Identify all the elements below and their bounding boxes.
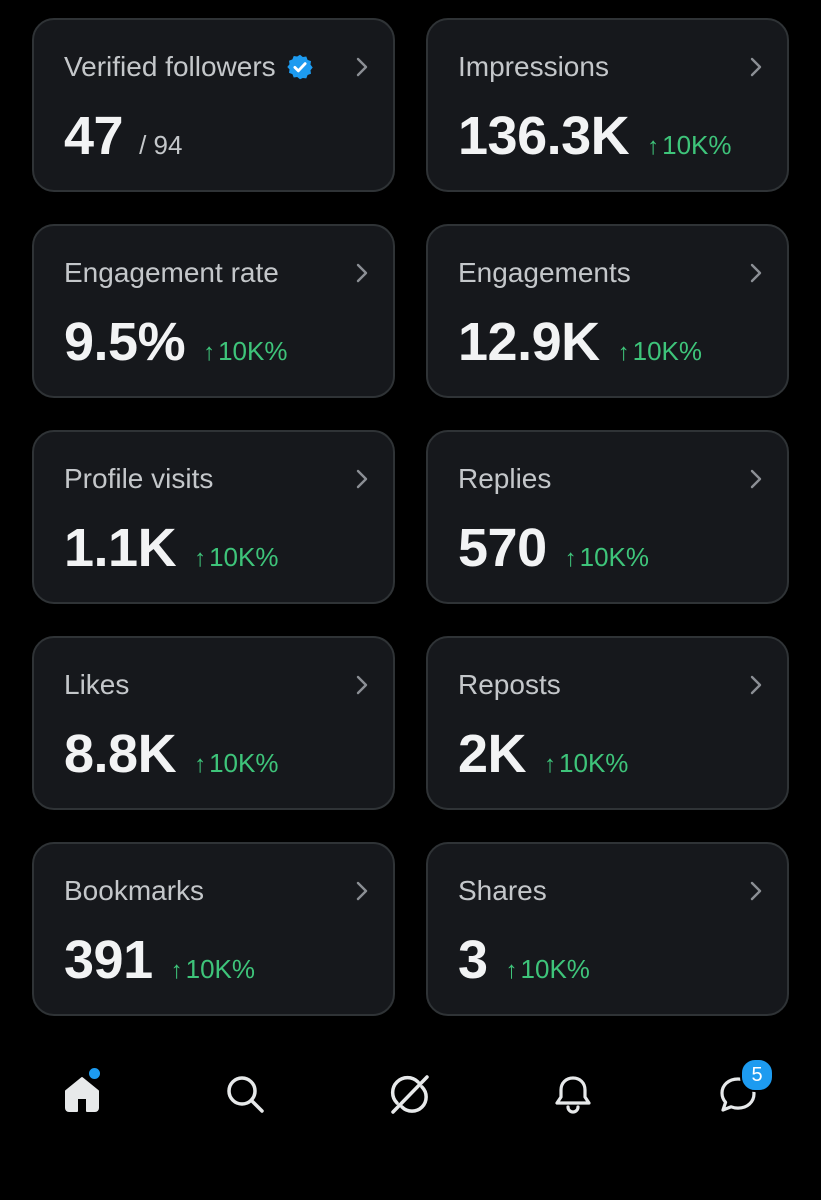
metric-value: 47 xyxy=(64,106,124,166)
metric-change: ↑ 10K% xyxy=(171,954,255,985)
chevron-right-icon xyxy=(356,263,368,283)
metric-card-likes[interactable]: Likes 8.8K ↑ 10K% xyxy=(32,636,395,810)
metric-value-row: 1.1K ↑ 10K% xyxy=(64,518,278,578)
metric-title: Verified followers xyxy=(64,50,314,84)
search-icon xyxy=(227,1076,264,1113)
chevron-right-icon xyxy=(356,57,368,77)
metric-change-value: 10K% xyxy=(662,130,732,160)
metric-change-value: 10K% xyxy=(209,748,279,778)
bell-icon xyxy=(555,1076,591,1114)
metric-card-bookmarks[interactable]: Bookmarks 391 ↑ 10K% xyxy=(32,842,395,1016)
metric-value: 12.9K xyxy=(458,312,600,372)
metric-title-text: Verified followers xyxy=(64,51,276,82)
metric-change: ↑ 10K% xyxy=(565,542,649,573)
metric-value: 391 xyxy=(64,930,153,990)
metric-title: Profile visits xyxy=(64,463,214,494)
chevron-right-icon xyxy=(750,675,762,695)
metric-change: ↑ 10K% xyxy=(647,130,731,161)
metric-change-value: 10K% xyxy=(579,542,649,572)
metric-change-value: 10K% xyxy=(559,748,629,778)
nav-notifications-tab[interactable] xyxy=(543,1064,603,1124)
chevron-right-icon xyxy=(750,881,762,901)
grok-icon xyxy=(390,1075,429,1114)
metric-card-engagement-rate[interactable]: Engagement rate 9.5% ↑ 10K% xyxy=(32,224,395,398)
metric-value: 2K xyxy=(458,724,527,784)
nav-grok-tab[interactable] xyxy=(379,1064,439,1124)
metric-card-profile-visits[interactable]: Profile visits 1.1K ↑ 10K% xyxy=(32,430,395,604)
metric-value-row: 47 / 94 xyxy=(64,106,182,166)
metric-value: 9.5% xyxy=(64,312,186,372)
messages-count-badge: 5 xyxy=(740,1058,774,1092)
metrics-grid: Verified followers 47 / 94 Impressions 1… xyxy=(32,18,789,1016)
metric-title: Replies xyxy=(458,463,552,494)
metric-value: 136.3K xyxy=(458,106,630,166)
chevron-right-icon xyxy=(750,57,762,77)
metric-value-row: 3 ↑ 10K% xyxy=(458,930,590,990)
metric-value: 8.8K xyxy=(64,724,177,784)
arrow-up-icon: ↑ xyxy=(564,545,577,572)
metric-change-value: 10K% xyxy=(209,542,279,572)
metric-card-impressions[interactable]: Impressions 136.3K ↑ 10K% xyxy=(426,18,789,192)
metric-card-verified-followers[interactable]: Verified followers 47 / 94 xyxy=(32,18,395,192)
chevron-right-icon xyxy=(750,469,762,489)
arrow-up-icon: ↑ xyxy=(203,339,216,366)
arrow-up-icon: ↑ xyxy=(194,751,207,778)
metric-title: Impressions xyxy=(458,51,609,82)
arrow-up-icon: ↑ xyxy=(194,545,207,572)
metric-value-row: 136.3K ↑ 10K% xyxy=(458,106,732,166)
metric-value-row: 9.5% ↑ 10K% xyxy=(64,312,287,372)
metric-title: Engagement rate xyxy=(64,257,279,288)
metric-card-replies[interactable]: Replies 570 ↑ 10K% xyxy=(426,430,789,604)
arrow-up-icon: ↑ xyxy=(544,751,557,778)
nav-home-tab[interactable] xyxy=(52,1064,112,1124)
metric-change: ↑ 10K% xyxy=(194,748,278,779)
metric-value-row: 570 ↑ 10K% xyxy=(458,518,649,578)
metric-change-value: 10K% xyxy=(218,336,288,366)
chevron-right-icon xyxy=(356,881,368,901)
chevron-right-icon xyxy=(356,675,368,695)
metric-change-value: 10K% xyxy=(520,954,590,984)
metric-value-row: 2K ↑ 10K% xyxy=(458,724,628,784)
chevron-right-icon xyxy=(356,469,368,489)
metric-card-engagements[interactable]: Engagements 12.9K ↑ 10K% xyxy=(426,224,789,398)
metric-value-row: 12.9K ↑ 10K% xyxy=(458,312,702,372)
metric-value: 3 xyxy=(458,930,488,990)
metric-title: Engagements xyxy=(458,257,631,288)
metric-value: 1.1K xyxy=(64,518,177,578)
verified-badge-icon xyxy=(286,53,314,81)
bottom-nav-bar: 5 xyxy=(0,1040,821,1140)
metric-title: Bookmarks xyxy=(64,875,205,906)
metric-value-row: 8.8K ↑ 10K% xyxy=(64,724,278,784)
metric-card-reposts[interactable]: Reposts 2K ↑ 10K% xyxy=(426,636,789,810)
metric-change-value: 10K% xyxy=(632,336,702,366)
nav-search-tab[interactable] xyxy=(215,1064,275,1124)
metric-card-shares[interactable]: Shares 3 ↑ 10K% xyxy=(426,842,789,1016)
nav-messages-tab[interactable]: 5 xyxy=(708,1058,774,1124)
metric-change: ↑ 10K% xyxy=(203,336,287,367)
arrow-up-icon: ↑ xyxy=(170,957,183,984)
metric-title: Likes xyxy=(64,669,130,700)
home-icon xyxy=(65,1077,99,1112)
metric-title: Reposts xyxy=(458,669,561,700)
metric-title: Shares xyxy=(458,875,547,906)
arrow-up-icon: ↑ xyxy=(647,133,660,160)
unread-dot xyxy=(87,1066,102,1081)
metric-value-row: 391 ↑ 10K% xyxy=(64,930,255,990)
message-icon xyxy=(720,1077,756,1112)
metric-change-value: 10K% xyxy=(185,954,255,984)
metric-change: ↑ 10K% xyxy=(544,748,628,779)
metric-change: ↑ 10K% xyxy=(618,336,702,367)
metric-value: 570 xyxy=(458,518,547,578)
chevron-right-icon xyxy=(750,263,762,283)
metric-change: ↑ 10K% xyxy=(506,954,590,985)
arrow-up-icon: ↑ xyxy=(617,339,630,366)
metric-total: / 94 xyxy=(139,130,183,160)
metric-change: ↑ 10K% xyxy=(194,542,278,573)
arrow-up-icon: ↑ xyxy=(505,957,518,984)
